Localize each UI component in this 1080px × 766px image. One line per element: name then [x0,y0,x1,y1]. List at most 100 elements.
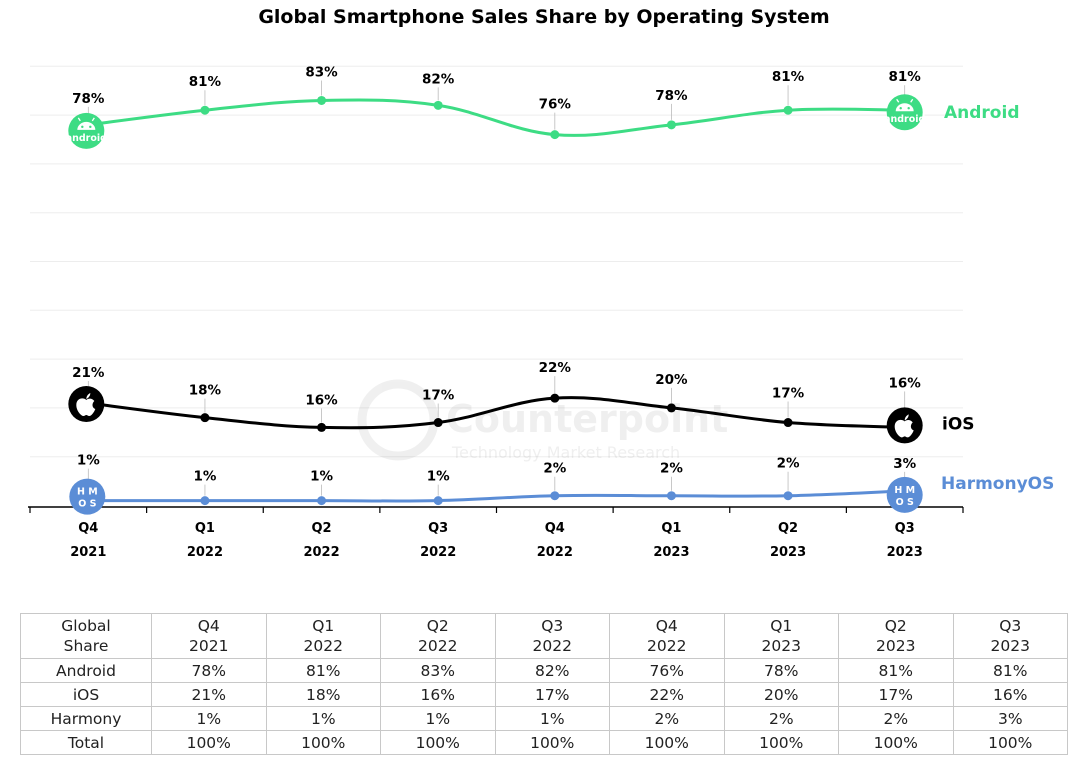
table-cell: 81% [265,658,381,683]
table-column-header: Q3 2023 [952,613,1068,659]
series-line-android [88,98,905,137]
table-cell: 81% [952,658,1068,683]
series-label-android: Android [944,103,1020,123]
table-header-row: Global Share Q4 2021 Q1 2022 Q2 2022 Q3 2022 Q4 202… [20,613,1068,659]
x-tick-label-quarter: Q4 [78,521,98,536]
table-column-header-part: Q3 [999,617,1022,635]
table-header-label: Global Share [20,613,152,659]
table-cell: 83% [380,658,496,683]
table-cell: 2% [838,706,954,731]
android-logo-antenna [91,117,95,122]
x-tick-label-quarter: Q1 [195,521,215,536]
x-tick-label-year: 2022 [187,545,223,560]
table-cell: 100% [952,730,1068,755]
table-row: iOS 21% 18% 16% 17% 22% 20% 17% 16% [20,682,1068,707]
x-tick-label-quarter: Q2 [778,521,798,536]
table-column-header-part: 2021 [189,637,229,655]
table-cell: 3% [952,706,1068,731]
table-column-header: Q4 2021 [151,613,267,659]
chart-title: Global Smartphone Sales Share by Operati… [258,6,830,28]
x-tick-label-quarter: Q1 [661,521,681,536]
harmonyos-logo-icon: H MO S [69,478,106,515]
table-column-header-part: 2022 [303,637,343,655]
watermark-logo-icon [357,379,439,461]
watermark: Counterpoint Technology Market Research [357,379,728,462]
x-tick-label-year: 2023 [887,545,923,560]
table-cell: 78% [151,658,267,683]
data-label-harmonyos: 2% [777,456,800,472]
table-column-header: Q1 2023 [723,613,839,659]
android-logo-eye [907,107,910,110]
table-cell: 100% [265,730,381,755]
data-label-harmonyos: 2% [660,461,683,477]
data-label-android: 76% [539,97,572,113]
harmonyos-logo-text-bottom: O S [78,499,96,510]
table-column-header-part: Q1 [770,617,793,635]
data-label-ios: 18% [189,383,222,399]
data-label-android: 78% [655,88,688,104]
line-chart: Counterpoint Technology Market Research Q4… [28,64,1054,560]
data-point-android [433,100,443,110]
table-cell: 17% [838,682,954,707]
data-point-ios [433,418,443,428]
x-tick-label-quarter: Q4 [545,521,565,536]
apple-logo-icon [886,407,923,444]
table-row-label: Android [20,658,152,683]
table-column-header-part: Q4 [197,617,220,635]
android-logo-eye [89,125,92,129]
data-label-ios: 21% [72,365,105,381]
x-tick-label-quarter: Q2 [312,521,332,536]
table-cell: 1% [380,706,496,731]
apple-logo-body [76,398,96,417]
data-label-ios: 17% [422,388,455,404]
table-cell: 17% [494,682,610,707]
data-point-ios [550,393,560,403]
series-line-ios [88,396,905,430]
table-row: Harmony 1% 1% 1% 1% 2% 2% 2% 3% [20,706,1068,731]
table-column-header-part: Q4 [655,617,678,635]
data-label-ios: 20% [655,372,688,388]
table-column-header: Q2 2022 [380,613,496,659]
android-logo-icon: android [66,112,107,149]
table-cell: 100% [838,730,954,755]
data-point-harmonyos [200,496,210,506]
table-cell: 100% [609,730,725,755]
table-cell: 100% [723,730,839,755]
data-label-android: 83% [305,64,338,80]
table-cell: 16% [380,682,496,707]
table-cell: 2% [723,706,839,731]
series-label-ios: iOS [942,414,975,434]
share-table-head: Global Share Q4 2021 Q1 2022 Q2 2022 Q3 2022 Q4 202… [20,613,1068,659]
x-tick-label-year: 2023 [770,545,806,560]
table-row: Total 100% 100% 100% 100% 100% 100% 100% 100% [20,730,1068,755]
data-label-harmonyos: 3% [893,456,916,472]
table-column-header: Q3 2022 [494,613,610,659]
data-label-ios: 17% [772,386,805,402]
harmonyos-logo-circle [69,478,106,515]
data-label-android: 81% [189,74,222,90]
table-column-header: Q4 2022 [609,613,725,659]
data-point-android [783,105,793,115]
table-cell: 100% [380,730,496,755]
apple-logo-body [894,419,914,438]
table-cell: 22% [609,682,725,707]
android-logo-antenna [896,98,900,103]
table-column-header-part: 2023 [761,637,801,655]
table-column-header-part: 2023 [990,637,1030,655]
table-cell: 16% [952,682,1068,707]
table-row: Android 78% 81% 83% 82% 76% 78% 81% 81% [20,658,1068,683]
android-logo-text: android [66,133,107,144]
data-point-ios [317,422,327,432]
android-logo-antenna [910,98,914,103]
share-table: Global Share Q4 2021 Q1 2022 Q2 2022 Q3 2022 Q4 202… [20,613,1068,755]
android-logo-icon: android [884,94,925,131]
table-column-header: Q2 2023 [838,613,954,659]
x-tick-label-quarter: Q3 [895,521,915,536]
watermark-tagline: Technology Market Research [451,443,680,462]
harmonyos-logo-circle [886,476,923,513]
harmonyos-logo-text-top: H M [77,487,98,498]
android-logo-circle [68,112,105,149]
table-cell: 76% [609,658,725,683]
apple-logo-leaf [86,393,91,400]
data-label-ios: 22% [539,360,572,376]
